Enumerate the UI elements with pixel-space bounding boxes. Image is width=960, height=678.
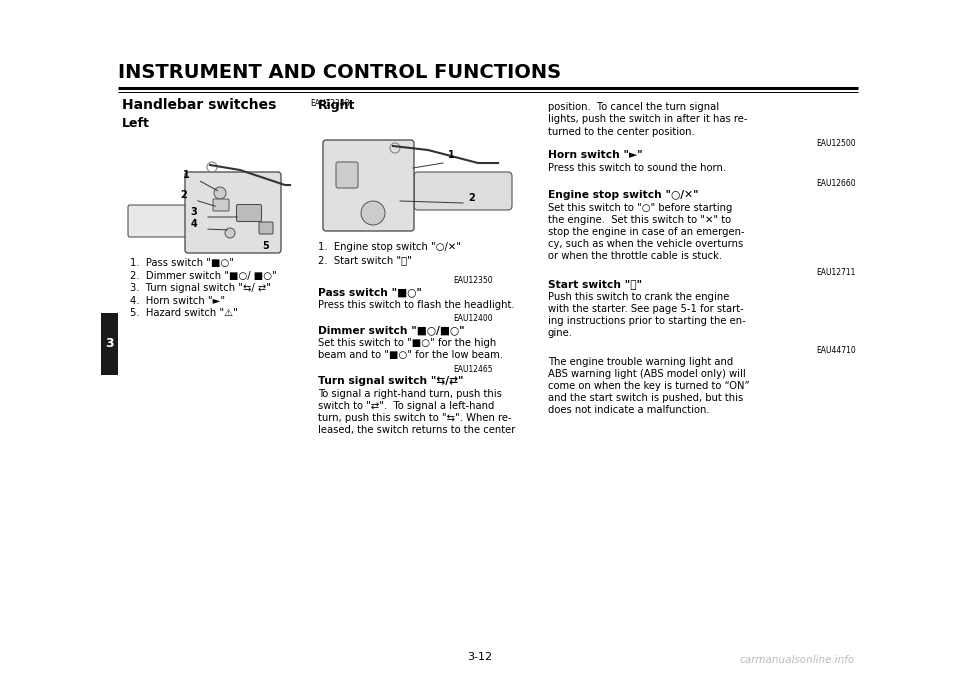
Text: 1.  Pass switch "■○": 1. Pass switch "■○" xyxy=(130,258,234,268)
Text: 2: 2 xyxy=(180,190,187,200)
Text: Left: Left xyxy=(122,117,150,130)
FancyBboxPatch shape xyxy=(236,205,261,222)
Text: lights, push the switch in after it has re-: lights, push the switch in after it has … xyxy=(548,115,748,125)
Text: EAU12500: EAU12500 xyxy=(816,139,856,148)
Text: EAU12350: EAU12350 xyxy=(453,276,493,285)
FancyBboxPatch shape xyxy=(185,172,281,253)
Text: cy, such as when the vehicle overturns: cy, such as when the vehicle overturns xyxy=(548,239,743,249)
Text: turned to the center position.: turned to the center position. xyxy=(548,127,695,137)
FancyBboxPatch shape xyxy=(323,140,414,231)
Text: 3-12: 3-12 xyxy=(468,652,492,662)
Circle shape xyxy=(214,187,226,199)
Text: turn, push this switch to "⇆". When re-: turn, push this switch to "⇆". When re- xyxy=(318,413,512,423)
Text: leased, the switch returns to the center: leased, the switch returns to the center xyxy=(318,425,516,435)
Text: carmanualsonline.info: carmanualsonline.info xyxy=(740,655,855,665)
Text: Press this switch to sound the horn.: Press this switch to sound the horn. xyxy=(548,163,726,173)
FancyBboxPatch shape xyxy=(414,172,512,210)
Text: 4: 4 xyxy=(190,219,197,229)
Text: Set this switch to "■○" for the high: Set this switch to "■○" for the high xyxy=(318,338,496,348)
Text: EAU44710: EAU44710 xyxy=(816,346,856,355)
Text: EAU12711: EAU12711 xyxy=(817,268,856,277)
Text: Right: Right xyxy=(318,99,355,112)
Text: stop the engine in case of an emergen-: stop the engine in case of an emergen- xyxy=(548,227,745,237)
Text: Press this switch to flash the headlight.: Press this switch to flash the headlight… xyxy=(318,300,515,310)
Text: EAU12465: EAU12465 xyxy=(453,365,493,374)
Text: Handlebar switches: Handlebar switches xyxy=(122,98,276,112)
Text: beam and to "■○" for the low beam.: beam and to "■○" for the low beam. xyxy=(318,350,503,360)
Text: 1: 1 xyxy=(448,150,455,160)
Text: Pass switch "■○": Pass switch "■○" xyxy=(318,287,421,297)
Text: The engine trouble warning light and: The engine trouble warning light and xyxy=(548,357,733,367)
Text: position.  To cancel the turn signal: position. To cancel the turn signal xyxy=(548,102,719,112)
Text: Turn signal switch "⇆/⇄": Turn signal switch "⇆/⇄" xyxy=(318,376,464,386)
Text: 1.  Engine stop switch "○/✕": 1. Engine stop switch "○/✕" xyxy=(318,242,461,252)
Text: To signal a right-hand turn, push this: To signal a right-hand turn, push this xyxy=(318,389,502,399)
Text: EAU12400: EAU12400 xyxy=(453,314,493,323)
Text: Engine stop switch "○/✕": Engine stop switch "○/✕" xyxy=(548,190,699,200)
Text: ing instructions prior to starting the en-: ing instructions prior to starting the e… xyxy=(548,316,746,326)
Text: 3: 3 xyxy=(106,337,114,350)
Text: with the starter. See page 5-1 for start-: with the starter. See page 5-1 for start… xyxy=(548,304,744,314)
Text: Start switch "ⓘ": Start switch "ⓘ" xyxy=(548,279,642,289)
Text: 2.  Dimmer switch "■○/ ■○": 2. Dimmer switch "■○/ ■○" xyxy=(130,271,276,281)
Text: 2: 2 xyxy=(468,193,475,203)
Circle shape xyxy=(225,228,235,238)
Text: Horn switch "►": Horn switch "►" xyxy=(548,150,642,160)
Text: 1: 1 xyxy=(183,170,190,180)
Text: Dimmer switch "■○/■○": Dimmer switch "■○/■○" xyxy=(318,325,465,335)
Text: does not indicate a malfunction.: does not indicate a malfunction. xyxy=(548,405,709,415)
Text: Push this switch to crank the engine: Push this switch to crank the engine xyxy=(548,292,730,302)
Circle shape xyxy=(361,201,385,225)
Text: ABS warning light (ABS model only) will: ABS warning light (ABS model only) will xyxy=(548,369,746,379)
Bar xyxy=(101,313,118,375)
Text: and the start switch is pushed, but this: and the start switch is pushed, but this xyxy=(548,393,743,403)
Text: 5.  Hazard switch "⚠": 5. Hazard switch "⚠" xyxy=(130,308,238,318)
Text: come on when the key is turned to “ON”: come on when the key is turned to “ON” xyxy=(548,381,750,391)
Text: 3.  Turn signal switch "⇆/ ⇄": 3. Turn signal switch "⇆/ ⇄" xyxy=(130,283,271,293)
Text: EAU12660: EAU12660 xyxy=(816,179,856,188)
Text: EAU12348: EAU12348 xyxy=(310,99,349,108)
Text: switch to "⇄".  To signal a left-hand: switch to "⇄". To signal a left-hand xyxy=(318,401,494,411)
Text: 5: 5 xyxy=(263,241,270,251)
Text: Set this switch to "○" before starting: Set this switch to "○" before starting xyxy=(548,203,732,213)
Text: gine.: gine. xyxy=(548,328,573,338)
FancyBboxPatch shape xyxy=(213,199,229,211)
FancyBboxPatch shape xyxy=(259,222,273,234)
Text: 4.  Horn switch "►": 4. Horn switch "►" xyxy=(130,296,226,306)
Text: the engine.  Set this switch to "✕" to: the engine. Set this switch to "✕" to xyxy=(548,215,732,225)
Text: 2.  Start switch "ⓘ": 2. Start switch "ⓘ" xyxy=(318,255,412,265)
Text: or when the throttle cable is stuck.: or when the throttle cable is stuck. xyxy=(548,251,722,261)
FancyBboxPatch shape xyxy=(128,205,192,237)
Text: 3: 3 xyxy=(190,207,197,217)
FancyBboxPatch shape xyxy=(336,162,358,188)
Text: INSTRUMENT AND CONTROL FUNCTIONS: INSTRUMENT AND CONTROL FUNCTIONS xyxy=(118,63,562,82)
